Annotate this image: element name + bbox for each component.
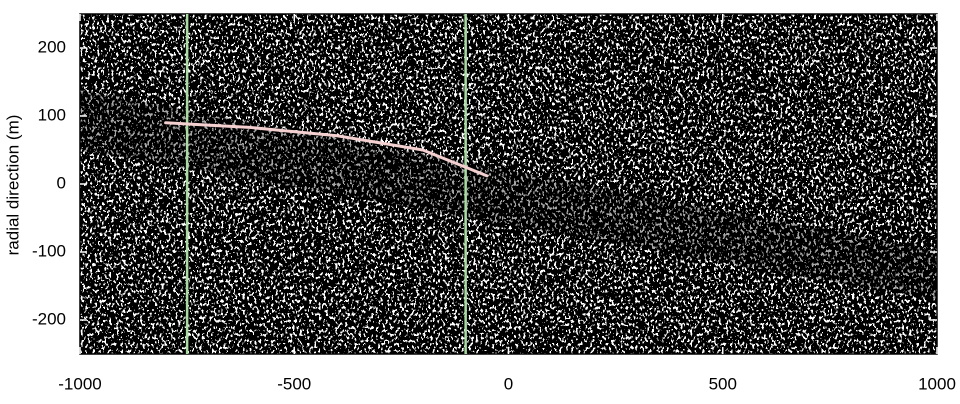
y-tick-label: -100: [32, 241, 66, 260]
x-tick-label: -1000: [58, 374, 101, 393]
radar-image: [80, 14, 937, 354]
line: [164, 121, 489, 178]
y-axis-label: radial direction (m): [3, 115, 22, 256]
y-tick-label: 200: [38, 37, 66, 56]
x-tick-label: 1000: [918, 374, 956, 393]
y-tick-label: 0: [57, 173, 66, 192]
y-tick-label: -200: [32, 309, 66, 328]
x-tick-label: 500: [709, 374, 737, 393]
y-tick-label: 100: [38, 105, 66, 124]
x-tick-label: 0: [504, 374, 513, 393]
x-tick-label: -500: [277, 374, 311, 393]
